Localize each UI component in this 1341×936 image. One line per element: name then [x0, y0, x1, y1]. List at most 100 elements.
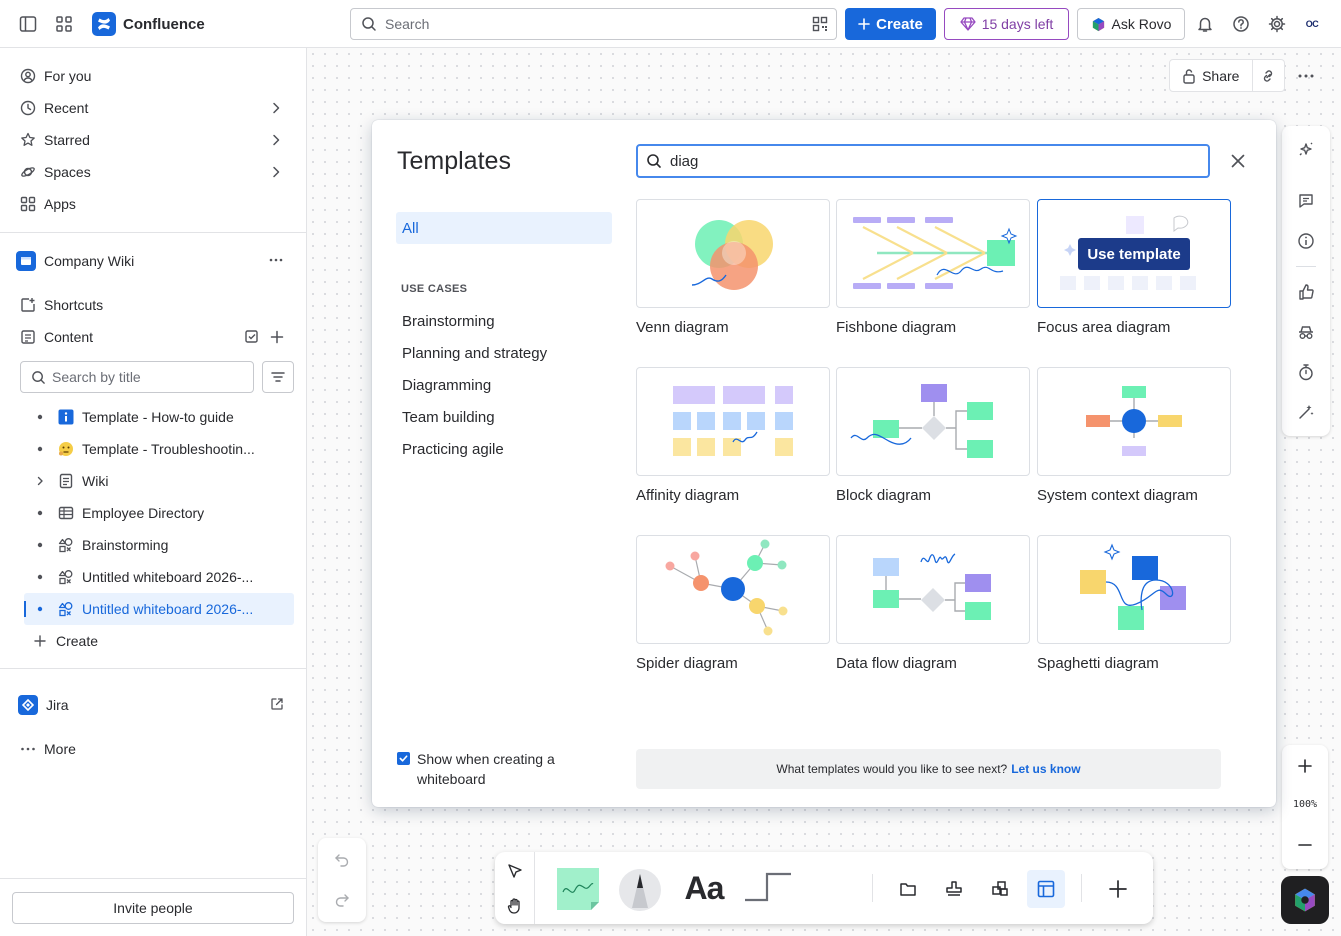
category-all[interactable]: All — [396, 212, 612, 244]
sidebar-item-more[interactable]: More — [12, 733, 294, 765]
tree-item[interactable]: Template - How-to guide — [24, 401, 294, 433]
tree-item-selected[interactable]: Untitled whiteboard 2026-... — [24, 593, 294, 625]
space-header[interactable]: Company Wiki — [12, 245, 294, 277]
notifications-bell-icon[interactable] — [1193, 12, 1217, 36]
share-button[interactable]: Share — [1170, 60, 1253, 91]
template-card-spaghetti[interactable] — [1037, 535, 1231, 644]
invite-people-button[interactable]: Invite people — [12, 892, 294, 924]
sidebar-item-starred[interactable]: Starred — [12, 124, 294, 156]
app-switcher-icon[interactable] — [52, 12, 76, 36]
copy-link-icon[interactable] — [1253, 60, 1284, 91]
use-template-button[interactable]: Use template — [1078, 238, 1190, 270]
template-search-box[interactable] — [636, 144, 1210, 178]
undo-icon[interactable] — [330, 848, 354, 872]
spider-diagram-thumbnail — [665, 539, 788, 636]
show-when-creating-option[interactable]: Show when creating a whiteboard — [397, 749, 597, 789]
thumbs-up-icon[interactable] — [1294, 280, 1318, 304]
incognito-icon[interactable] — [1294, 320, 1318, 344]
category-team-building[interactable]: Team building — [402, 409, 495, 426]
let-us-know-link[interactable]: Let us know — [1011, 762, 1081, 776]
more-horizontal-icon[interactable] — [268, 252, 284, 268]
content-checklist-icon[interactable] — [244, 329, 260, 345]
sticky-note-tool[interactable] — [551, 864, 605, 912]
sidebar-item-spaces[interactable]: Spaces — [12, 156, 294, 188]
undo-redo-controls — [318, 838, 366, 922]
sidebar-item-for-you[interactable]: For you — [12, 60, 294, 92]
category-brainstorming[interactable]: Brainstorming — [402, 313, 495, 330]
zoom-out-icon[interactable] — [1293, 833, 1317, 857]
ai-sparkle-icon[interactable] — [1294, 138, 1318, 162]
stamp-icon[interactable] — [941, 876, 967, 902]
rovo-chat-button[interactable] — [1281, 876, 1329, 924]
section-frame-icon[interactable] — [895, 876, 921, 902]
add-more-icon[interactable] — [1105, 876, 1131, 902]
timer-icon[interactable] — [1294, 360, 1318, 384]
template-card-affinity[interactable] — [636, 367, 830, 476]
sidebar-item-content[interactable]: Content — [12, 321, 294, 353]
zoom-in-icon[interactable] — [1293, 754, 1317, 778]
comments-icon[interactable] — [1294, 189, 1318, 213]
sidebar-item-jira[interactable]: Jira — [12, 689, 294, 721]
tree-item[interactable]: Untitled whiteboard 2026-... — [24, 561, 294, 593]
confluence-logo[interactable]: Confluence — [92, 12, 205, 36]
user-circle-icon — [20, 68, 36, 84]
zoom-level[interactable]: 100% — [1292, 799, 1318, 810]
chevron-right-icon[interactable] — [32, 475, 48, 487]
toolbar-divider — [1296, 266, 1316, 267]
more-actions-icon[interactable] — [1294, 64, 1318, 88]
category-diagramming[interactable]: Diagramming — [402, 377, 492, 394]
template-search-input[interactable] — [670, 152, 1170, 170]
tree-item[interactable]: Template - Troubleshootin... — [24, 433, 294, 465]
magic-wand-icon[interactable] — [1294, 400, 1318, 424]
templates-icon[interactable] — [1027, 870, 1065, 908]
text-tool-icon[interactable]: Aa — [684, 869, 725, 906]
tree-item[interactable]: Employee Directory — [24, 497, 294, 529]
qr-scan-icon[interactable] — [812, 16, 828, 32]
filter-button[interactable] — [262, 361, 294, 393]
create-button-label: Create — [876, 15, 923, 33]
system-context-diagram-thumbnail — [1086, 386, 1182, 456]
star-icon — [20, 132, 36, 148]
template-card-focus-area[interactable]: Use template — [1037, 199, 1231, 308]
template-card-venn[interactable] — [636, 199, 830, 308]
whiteboard-icon — [58, 569, 74, 585]
close-icon[interactable] — [1226, 149, 1250, 173]
category-planning-strategy[interactable]: Planning and strategy — [402, 345, 548, 362]
global-search-input[interactable] — [385, 16, 785, 32]
pen-tool[interactable] — [617, 864, 663, 912]
sidebar-item-label: Starred — [44, 132, 90, 148]
pointer-tools — [495, 852, 535, 924]
template-card-data-flow[interactable] — [836, 535, 1030, 644]
tree-item[interactable]: Wiki — [24, 465, 294, 497]
help-icon[interactable] — [1229, 12, 1253, 36]
connector-tool[interactable] — [743, 868, 793, 908]
global-search[interactable] — [350, 8, 837, 40]
settings-gear-icon[interactable] — [1265, 12, 1289, 36]
ask-rovo-button[interactable]: Ask Rovo — [1077, 8, 1185, 40]
show-when-creating-checkbox[interactable] — [397, 752, 410, 765]
content-search-input[interactable] — [52, 369, 242, 385]
template-card-system-context[interactable] — [1037, 367, 1231, 476]
add-content-icon[interactable] — [269, 329, 285, 345]
category-practicing-agile[interactable]: Practicing agile — [402, 441, 504, 458]
hand-pan-icon[interactable] — [503, 894, 527, 918]
create-button[interactable]: Create — [845, 8, 936, 40]
sidebar-item-shortcuts[interactable]: Shortcuts — [12, 289, 294, 321]
content-search-box[interactable] — [20, 361, 254, 393]
select-pointer-icon[interactable] — [503, 860, 527, 884]
trial-button[interactable]: 15 days left — [944, 8, 1069, 40]
confluence-logo-icon — [92, 12, 116, 36]
tree-item[interactable]: Brainstorming — [24, 529, 294, 561]
template-card-fishbone[interactable] — [836, 199, 1030, 308]
template-card-spider[interactable] — [636, 535, 830, 644]
tree-create-button[interactable]: Create — [24, 625, 306, 657]
sidebar-toggle-icon[interactable] — [16, 12, 40, 36]
sidebar-item-recent[interactable]: Recent — [12, 92, 294, 124]
shapes-icon[interactable] — [987, 876, 1013, 902]
user-avatar[interactable]: OC — [1300, 12, 1324, 36]
info-icon[interactable] — [1294, 229, 1318, 253]
template-card-block[interactable] — [836, 367, 1030, 476]
redo-icon[interactable] — [330, 888, 354, 912]
external-link-icon[interactable] — [270, 697, 284, 711]
sidebar-item-apps[interactable]: Apps — [12, 188, 294, 220]
